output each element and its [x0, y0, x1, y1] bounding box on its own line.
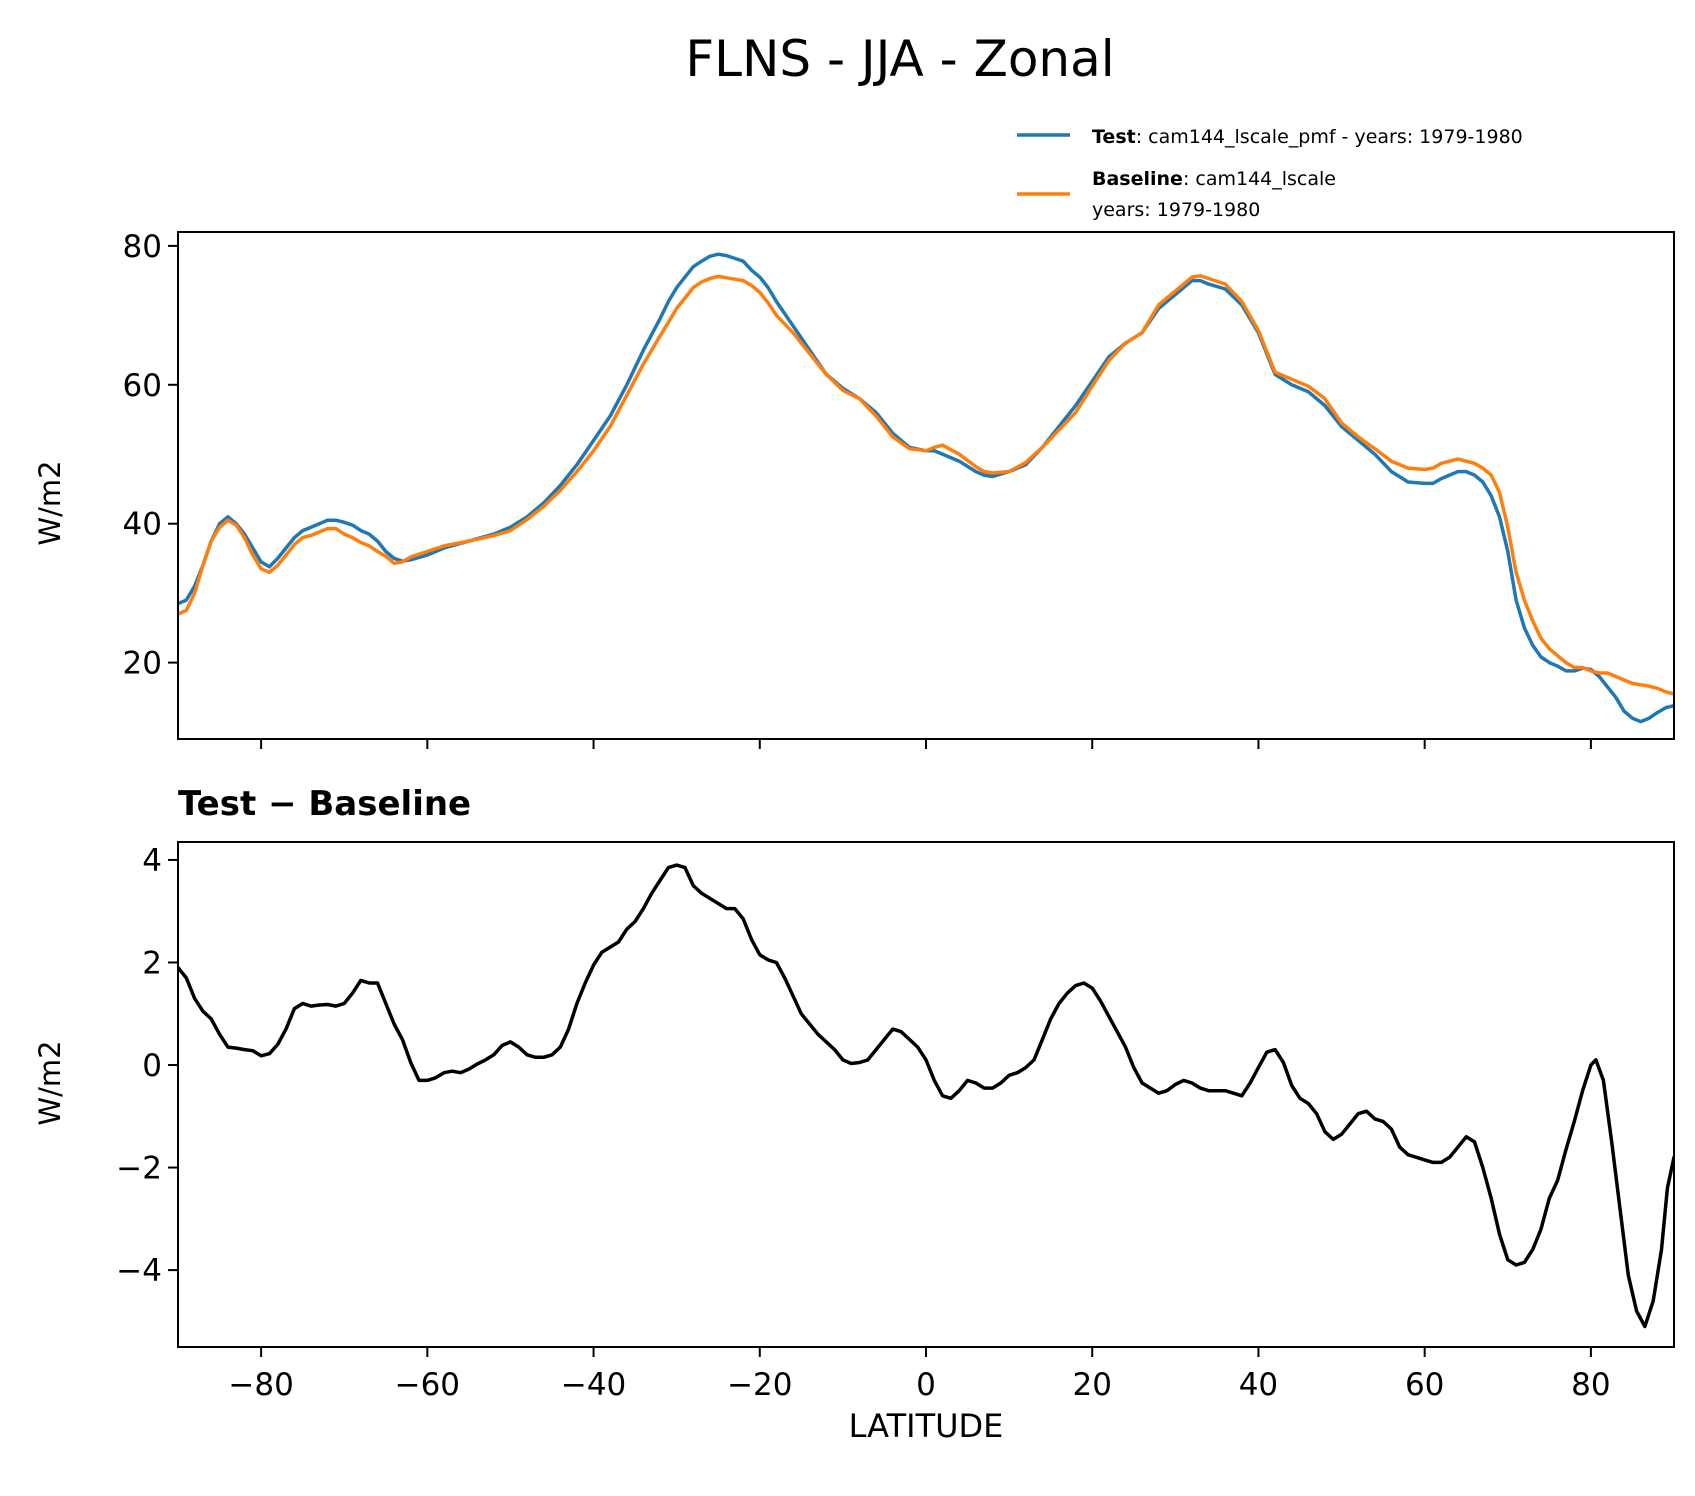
bottom-y-tick-label: 2: [142, 945, 162, 981]
legend: Test: cam144_lscale_pmf - years: 1979-19…: [1017, 126, 1523, 221]
bottom-x-tick-label: −80: [228, 1367, 293, 1403]
bottom-y-tick-label: 4: [142, 843, 162, 879]
bottom-x-tick-label: 80: [1571, 1367, 1610, 1403]
top-series-line-baseline: [178, 274, 1674, 696]
figure-title: FLNS - JJA - Zonal: [685, 30, 1114, 88]
bottom-x-tick-label: −20: [727, 1367, 792, 1403]
legend-test-desc: : cam144_lscale_pmf - years: 1979-1980: [1136, 126, 1523, 148]
bottom-plot-frame: [177, 841, 1675, 1348]
bottom-y-ticks: −4 −2 0 2 4: [116, 843, 178, 1289]
top-y-tick-label: 40: [123, 507, 162, 543]
bottom-y-tick-label: −2: [116, 1151, 162, 1187]
top-series-line-test: [178, 252, 1674, 724]
top-y-tick-label: 60: [123, 368, 162, 404]
legend-baseline-desc: : cam144_lscale: [1183, 168, 1336, 190]
bottom-panel-title: Test − Baseline: [178, 784, 471, 824]
top-y-tick-label: 80: [123, 229, 162, 265]
bottom-x-tick-label: −40: [561, 1367, 626, 1403]
top-y-axis-label: W/m2: [33, 460, 67, 545]
legend-test-name: Test: [1092, 126, 1136, 148]
top-series: [178, 252, 1674, 724]
legend-baseline-years: years: 1979-1980: [1092, 199, 1260, 221]
bottom-series-line-difference: [178, 863, 1674, 1329]
bottom-x-tick-label: 0: [916, 1367, 936, 1403]
bottom-x-ticks: −80 −60 −40 −20 0 20 40 60 80: [228, 1347, 1611, 1403]
legend-test-label: Test: cam144_lscale_pmf - years: 1979-19…: [1092, 126, 1523, 148]
bottom-x-tick-label: 20: [1072, 1367, 1111, 1403]
bottom-x-tick-label: 40: [1239, 1367, 1278, 1403]
top-y-ticks: 20 40 60 80: [123, 229, 178, 682]
top-y-tick-label: 20: [123, 646, 162, 682]
bottom-series: [178, 863, 1674, 1329]
bottom-y-axis-label: W/m2: [33, 1040, 67, 1125]
legend-baseline-name: Baseline: [1092, 168, 1183, 190]
top-x-ticks: [260, 739, 1592, 749]
legend-baseline-label: Baseline: cam144_lscale: [1092, 168, 1336, 190]
bottom-x-tick-label: 60: [1405, 1367, 1444, 1403]
bottom-y-tick-label: −4: [116, 1253, 162, 1289]
bottom-x-tick-label: −60: [395, 1367, 460, 1403]
x-axis-label: LATITUDE: [849, 1407, 1004, 1445]
bottom-y-tick-label: 0: [142, 1048, 162, 1084]
top-plot-frame: [177, 231, 1675, 740]
top-panel: W/m2 20 40 60 80: [33, 229, 1675, 749]
